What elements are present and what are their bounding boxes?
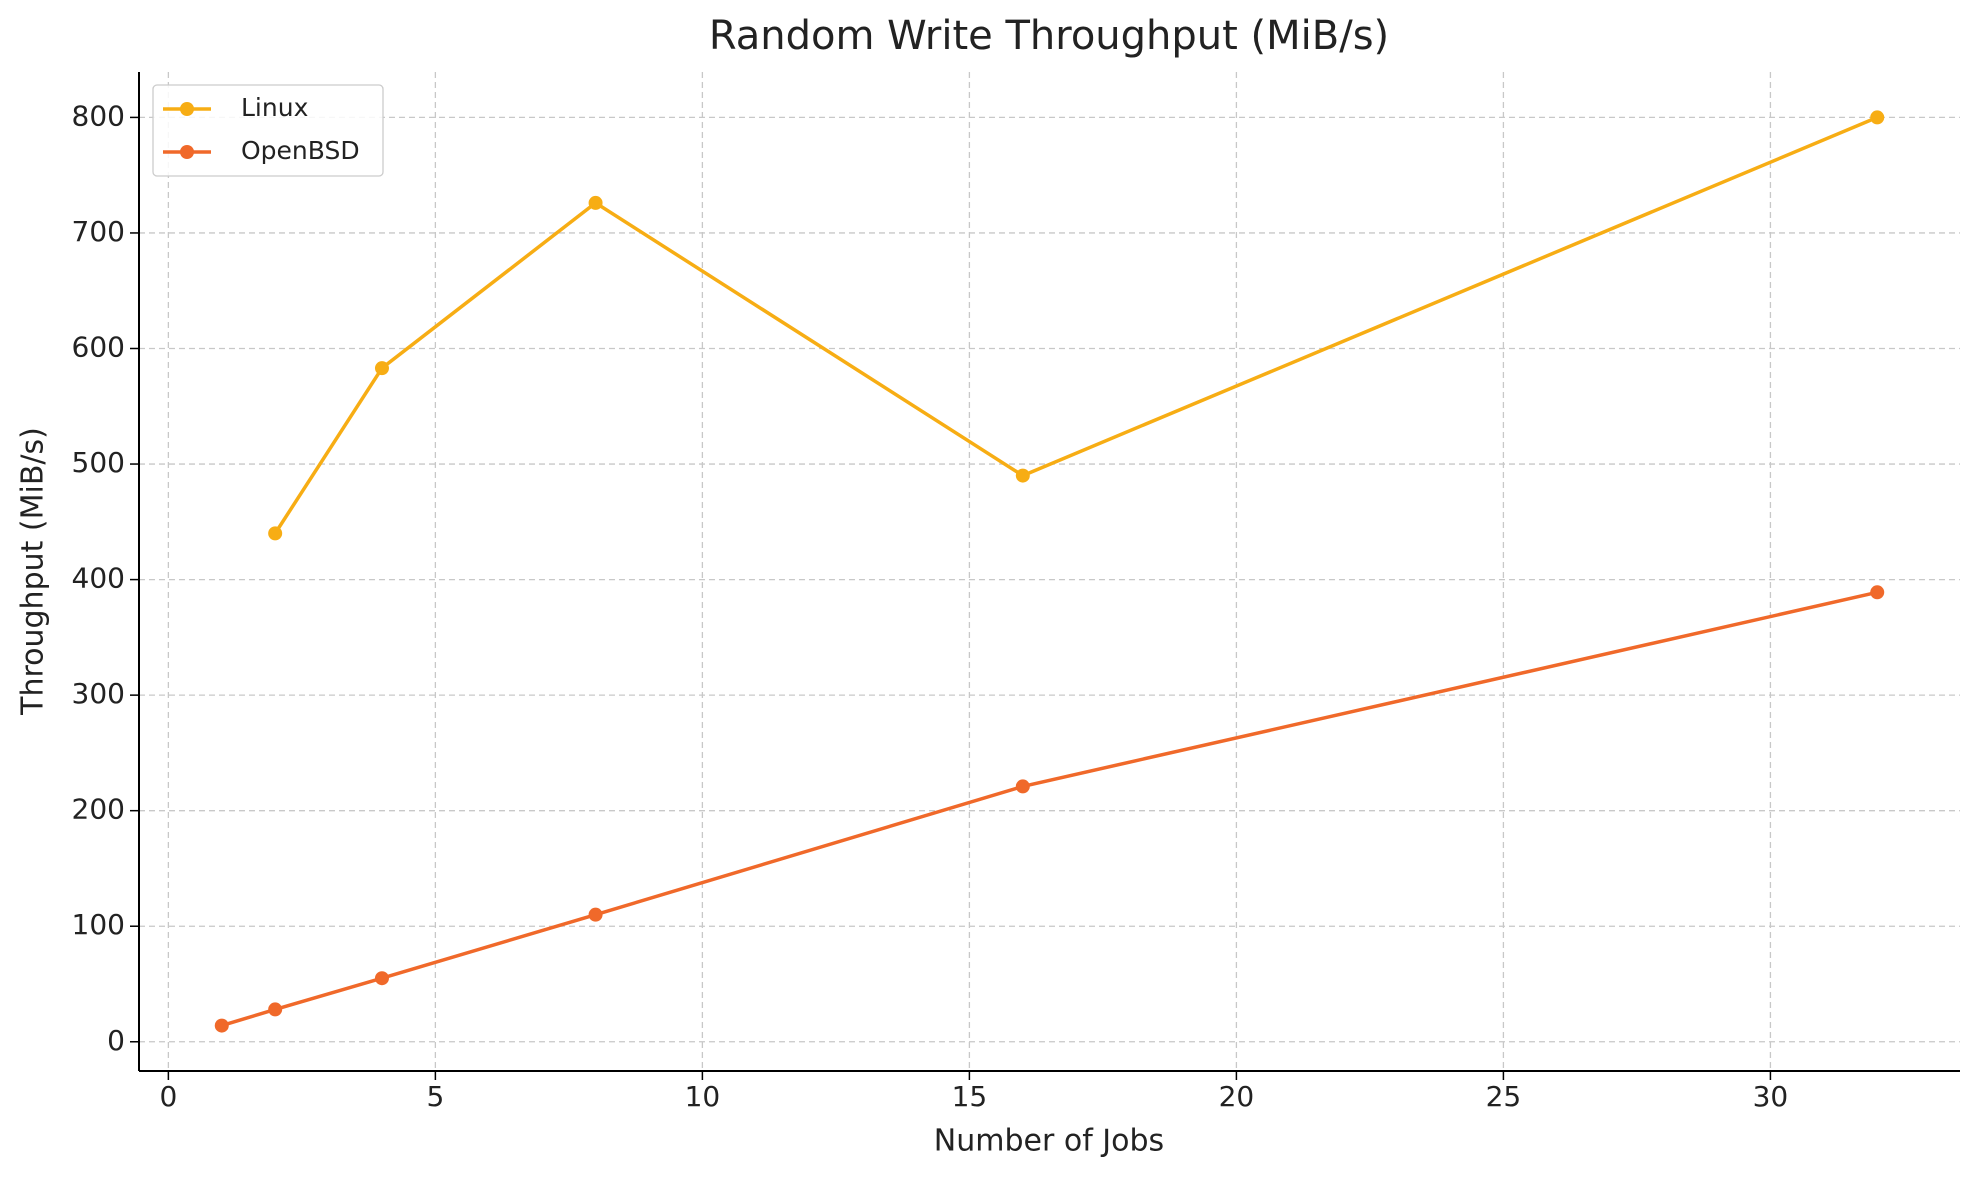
point — [214, 1018, 229, 1033]
y-tick-label: 500 — [72, 446, 125, 479]
y-tick-label: 700 — [72, 215, 125, 248]
chart-title: Random Write Throughput (MiB/s) — [709, 13, 1389, 59]
point — [1015, 468, 1030, 483]
y-axis-label: Throughput (MiB/s) — [16, 427, 51, 716]
y-tick-label: 400 — [72, 562, 125, 595]
point — [268, 1002, 283, 1017]
x-tick-label: 30 — [1753, 1080, 1789, 1113]
y-tick-label: 300 — [72, 677, 125, 710]
y-tick-label: 200 — [72, 793, 125, 826]
y-tick-label: 800 — [72, 99, 125, 132]
legend-marker — [180, 102, 194, 116]
point — [1870, 585, 1885, 600]
point — [374, 971, 389, 986]
x-tick-label: 10 — [685, 1080, 721, 1113]
legend-marker — [180, 145, 194, 159]
y-tick-label: 600 — [72, 330, 125, 363]
point — [588, 195, 603, 210]
series-line — [273, 115, 1878, 535]
x-axis-label: Number of Jobs — [934, 1124, 1164, 1159]
legend-label: OpenBSD — [241, 136, 360, 165]
point — [374, 361, 389, 376]
point — [268, 526, 283, 541]
point — [1870, 110, 1885, 125]
x-tick-label: 5 — [426, 1080, 444, 1113]
x-tick-label: 20 — [1219, 1080, 1255, 1113]
point — [588, 907, 603, 922]
point — [1015, 779, 1030, 794]
x-tick-label: 25 — [1486, 1080, 1522, 1113]
x-tick-label: 15 — [952, 1080, 988, 1113]
legend-label: Linux — [241, 93, 308, 122]
x-tick-label: 0 — [159, 1080, 177, 1113]
series-line — [221, 590, 1878, 1028]
y-tick-label: 0 — [107, 1024, 125, 1057]
y-tick-label: 100 — [72, 908, 125, 941]
